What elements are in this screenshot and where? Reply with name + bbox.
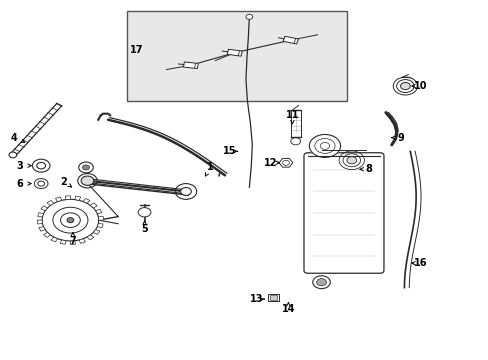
Text: 6: 6 xyxy=(17,179,23,189)
Bar xyxy=(267,294,278,301)
Text: 14: 14 xyxy=(281,304,295,314)
Circle shape xyxy=(81,176,94,185)
Bar xyxy=(269,296,276,300)
Polygon shape xyxy=(37,220,42,224)
Text: 7: 7 xyxy=(69,236,76,246)
Polygon shape xyxy=(65,196,70,200)
Circle shape xyxy=(316,279,326,286)
Polygon shape xyxy=(51,237,58,242)
Text: 8: 8 xyxy=(365,164,371,174)
Text: 12: 12 xyxy=(263,158,277,168)
Polygon shape xyxy=(309,135,340,157)
Polygon shape xyxy=(96,209,102,214)
Circle shape xyxy=(37,162,45,169)
Circle shape xyxy=(400,82,409,90)
Circle shape xyxy=(138,208,151,217)
FancyBboxPatch shape xyxy=(304,153,383,273)
Polygon shape xyxy=(283,36,298,44)
Polygon shape xyxy=(87,235,94,240)
Circle shape xyxy=(9,152,17,158)
Circle shape xyxy=(346,157,356,164)
Text: 2: 2 xyxy=(61,177,67,187)
Bar xyxy=(127,12,346,101)
Circle shape xyxy=(290,138,300,145)
Polygon shape xyxy=(41,206,47,211)
Circle shape xyxy=(82,165,89,170)
Polygon shape xyxy=(93,230,100,234)
Text: 13: 13 xyxy=(249,294,263,304)
Polygon shape xyxy=(97,224,103,228)
Text: 15: 15 xyxy=(223,146,236,156)
Circle shape xyxy=(67,218,74,223)
Bar xyxy=(290,110,300,137)
Circle shape xyxy=(180,188,191,195)
Polygon shape xyxy=(183,62,198,68)
Polygon shape xyxy=(90,203,97,208)
Polygon shape xyxy=(83,198,90,203)
Polygon shape xyxy=(43,233,50,237)
Polygon shape xyxy=(55,197,61,202)
Circle shape xyxy=(79,162,93,173)
Polygon shape xyxy=(70,241,76,244)
Polygon shape xyxy=(98,216,103,220)
Text: 10: 10 xyxy=(413,81,427,91)
Polygon shape xyxy=(39,226,45,231)
Text: 5: 5 xyxy=(141,225,147,234)
Polygon shape xyxy=(60,240,66,244)
Polygon shape xyxy=(42,199,99,241)
Polygon shape xyxy=(79,239,85,243)
Polygon shape xyxy=(75,196,81,201)
Polygon shape xyxy=(47,201,54,206)
Circle shape xyxy=(312,276,330,289)
Text: 17: 17 xyxy=(129,45,142,55)
Circle shape xyxy=(245,14,252,19)
Text: 4: 4 xyxy=(11,133,18,143)
Text: 3: 3 xyxy=(17,161,23,171)
Text: 16: 16 xyxy=(413,258,427,268)
Text: 1: 1 xyxy=(206,162,213,172)
Polygon shape xyxy=(227,49,242,56)
Text: 9: 9 xyxy=(396,133,403,143)
Circle shape xyxy=(38,181,44,186)
Text: 11: 11 xyxy=(285,111,299,121)
Polygon shape xyxy=(38,213,43,217)
